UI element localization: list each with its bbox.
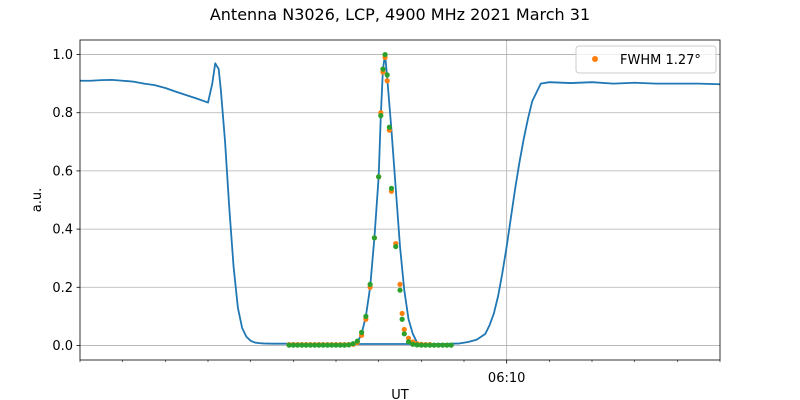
data-point-3 (324, 342, 331, 348)
legend-label: FWHM 1.27° (620, 53, 701, 68)
data-point-3 (312, 342, 318, 348)
data-point-3 (401, 331, 407, 337)
data-point-3 (435, 342, 441, 348)
data-point-3 (295, 342, 301, 348)
data-point-3 (410, 341, 416, 347)
data-point-3 (448, 342, 454, 348)
series-line-1 (289, 53, 452, 347)
data-point-2 (399, 310, 405, 317)
data-point-3 (405, 339, 412, 345)
data-point-3 (303, 342, 309, 348)
data-point-3 (329, 342, 335, 348)
plot-frame (79, 39, 721, 361)
series-layer (80, 51, 721, 348)
data-point-3 (367, 281, 373, 287)
data-point-3 (371, 235, 377, 241)
x-axis-label: UT (391, 388, 409, 400)
data-point-2 (397, 281, 403, 287)
x-axis: 06:10 (79, 360, 721, 386)
y-tick-label: 0.2 (52, 281, 73, 296)
data-point-3 (346, 342, 352, 348)
data-point-3 (382, 51, 388, 58)
y-tick-label: 0.6 (52, 164, 73, 179)
legend-box (575, 45, 717, 74)
data-point-3 (299, 342, 305, 348)
y-tick-label: 0.0 (52, 339, 73, 354)
data-point-3 (350, 341, 356, 347)
data-point-3 (399, 316, 405, 322)
data-point-3 (418, 342, 424, 348)
data-point-3 (444, 342, 450, 348)
data-point-3 (380, 66, 386, 72)
data-point-3 (397, 287, 403, 293)
data-point-3 (286, 342, 292, 348)
data-point-3 (388, 185, 395, 191)
data-point-3 (386, 124, 392, 130)
data-point-3 (320, 342, 326, 348)
data-point-3 (384, 72, 390, 78)
data-point-3 (376, 174, 382, 180)
plot-area (80, 40, 720, 360)
data-point-3 (359, 329, 365, 335)
y-axis: 0.0 0.2 0.4 0.6 0.8 1.0 (52, 48, 80, 354)
data-point-3 (354, 338, 360, 344)
data-point-3 (341, 342, 348, 348)
data-point-3 (427, 342, 433, 348)
x-tick-label: 06:10 (488, 371, 525, 386)
y-axis-label: a.u. (30, 188, 45, 212)
data-point-2 (401, 326, 407, 333)
data-point-3 (316, 342, 322, 348)
data-point-3 (337, 342, 343, 348)
chart-title: Antenna N3026, LCP, 4900 MHz 2021 March … (210, 5, 590, 24)
data-point-3 (363, 313, 369, 319)
legend-marker (592, 56, 598, 62)
data-point-3 (440, 342, 446, 348)
data-point-3 (431, 342, 437, 348)
data-point-3 (393, 243, 399, 250)
data-point-3 (290, 342, 296, 348)
y-tick-label: 0.8 (52, 106, 73, 121)
legend: FWHM 1.27° (575, 45, 717, 74)
data-point-2 (384, 78, 390, 84)
data-point-3 (378, 113, 384, 119)
data-point-3 (333, 342, 339, 348)
y-tick-label: 0.4 (52, 223, 73, 238)
data-point-3 (307, 342, 313, 348)
y-tick-label: 1.0 (52, 48, 73, 63)
data-point-3 (423, 342, 429, 348)
data-point-3 (414, 342, 420, 348)
